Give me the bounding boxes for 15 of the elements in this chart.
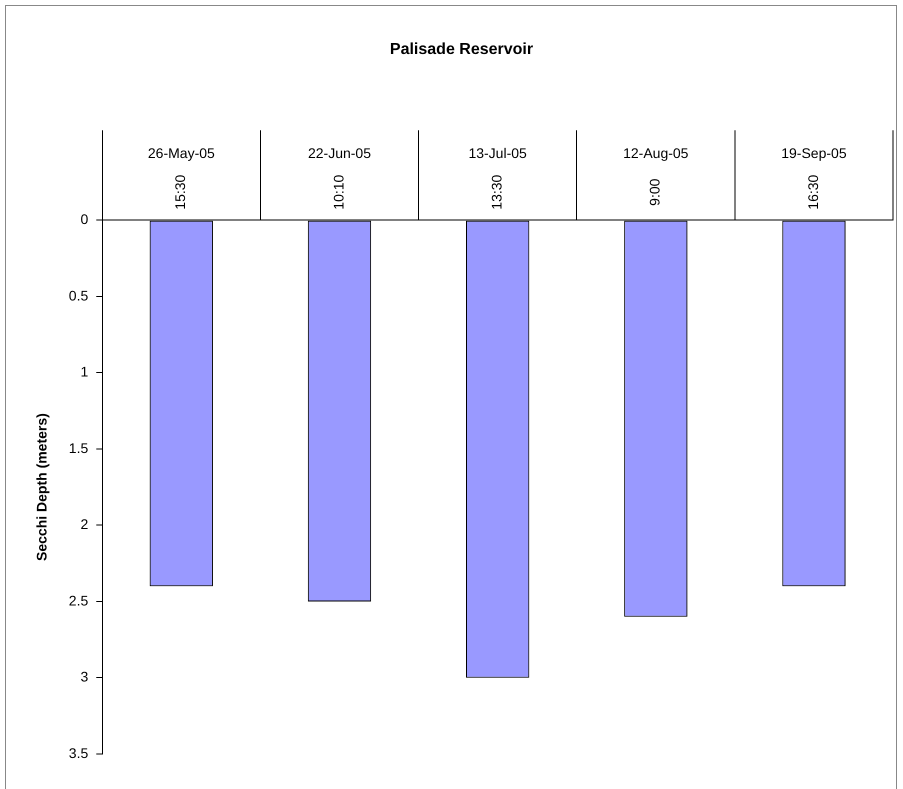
y-tick-label: 1.5 [68,440,88,456]
y-tick-label: 1 [80,364,88,380]
x-tick-label: 22-Jun-05 10:10 [308,145,372,210]
y-tick-label: 0 [80,211,88,228]
y-tick-label: 3 [80,668,88,685]
y-tick-label: 2.5 [68,592,88,608]
x-tick-label: 26-May-05 15:30 [148,145,216,210]
y-axis-title: Secchi Depth (meters) [33,413,50,562]
y-tick-label: 0.5 [68,287,88,304]
x-tick-label: 13-Jul-05 13:30 [468,145,528,210]
x-tick-label: 19-Sep-05 16:30 [781,145,847,210]
category-label: 12-Aug-05 9:00 [623,145,688,206]
y-tick-label: 2 [80,516,88,532]
y-tick-label: 3.5 [68,744,88,761]
chart-title: Palisade Reservoir [390,41,534,58]
